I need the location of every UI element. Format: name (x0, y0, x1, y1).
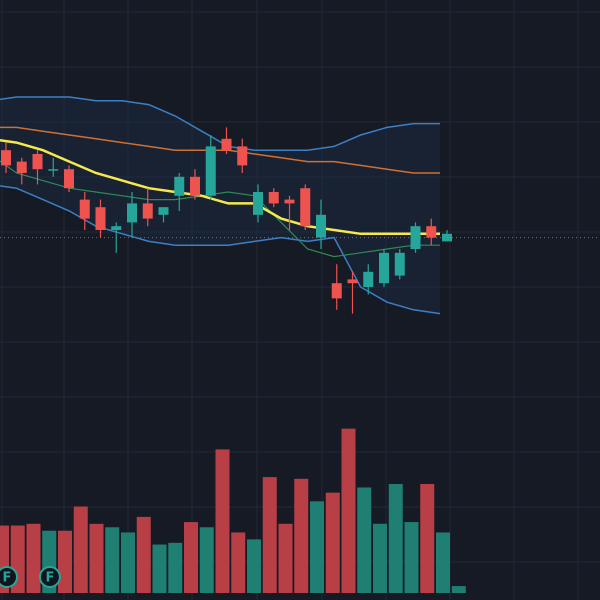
volume-bar[interactable] (436, 532, 450, 593)
volume-bar[interactable] (451, 586, 466, 593)
bollinger-upper-line (0, 96, 440, 151)
volume-bar[interactable] (404, 522, 419, 593)
candle-down[interactable] (16, 161, 27, 173)
volume-bar[interactable] (105, 527, 120, 593)
candle-down[interactable] (237, 146, 248, 166)
candle-down[interactable] (268, 192, 279, 204)
volume-bar[interactable] (357, 487, 372, 593)
earnings-badge[interactable]: F (38, 566, 61, 588)
candle-up[interactable] (174, 176, 185, 196)
volume-bar[interactable] (341, 428, 356, 593)
volume-bar[interactable] (121, 532, 135, 593)
candle-down[interactable] (300, 188, 311, 227)
candle-up[interactable] (363, 271, 374, 287)
candle-up[interactable] (111, 226, 122, 230)
candle-up[interactable] (316, 214, 326, 238)
candle-down[interactable] (426, 226, 437, 238)
earnings-badge-label: F (3, 571, 12, 586)
candle-up[interactable] (410, 226, 421, 249)
candle-down[interactable] (347, 279, 358, 284)
volume-bar[interactable] (136, 516, 151, 593)
volume-bar[interactable] (294, 478, 309, 593)
candle-down[interactable] (79, 199, 90, 219)
candle-up[interactable] (205, 146, 216, 196)
volume-bar[interactable] (325, 492, 340, 593)
volume-bar[interactable] (199, 527, 214, 593)
volume-bar[interactable] (373, 523, 387, 593)
candle-down[interactable] (32, 154, 43, 170)
bollinger-fill (0, 97, 440, 314)
candle-up[interactable] (394, 252, 405, 276)
volume-bar[interactable] (215, 449, 230, 593)
candle-down[interactable] (331, 283, 342, 299)
volume-bar[interactable] (231, 532, 246, 593)
volume-bar[interactable] (247, 539, 261, 593)
candle-down[interactable] (95, 207, 106, 230)
volume-bar[interactable] (388, 484, 403, 593)
candle-down[interactable] (142, 203, 153, 219)
volume-bar[interactable] (278, 523, 293, 593)
volume-bar[interactable] (89, 523, 104, 593)
candle-up[interactable] (379, 252, 389, 284)
candle-down[interactable] (1, 150, 11, 166)
candle-down[interactable] (64, 169, 74, 189)
candle-up[interactable] (442, 233, 452, 242)
volume-bar[interactable] (58, 530, 72, 593)
bollinger-bands (0, 96, 441, 315)
candles[interactable] (1, 127, 452, 314)
candle-down[interactable] (221, 138, 232, 151)
volume-bar[interactable] (310, 501, 324, 593)
earnings-badge[interactable]: F (0, 566, 18, 588)
volume-bar[interactable] (152, 544, 167, 593)
candle-up[interactable] (253, 192, 263, 215)
bollinger-lower-line (0, 185, 441, 315)
volume-bar[interactable] (420, 484, 435, 593)
candle-up[interactable] (127, 203, 137, 223)
candle-down[interactable] (190, 176, 200, 196)
volume-bar[interactable] (26, 523, 41, 593)
earnings-badge-circle (0, 566, 18, 588)
volume-bar[interactable] (262, 477, 277, 593)
earnings-badge-circle (38, 566, 61, 588)
ma-mid-line (0, 138, 440, 236)
volume-bar[interactable] (73, 506, 88, 594)
volume-bar[interactable] (0, 525, 9, 593)
earnings-badge-label: F (45, 571, 54, 586)
candle-up[interactable] (48, 169, 59, 171)
volume-bar[interactable] (168, 542, 183, 593)
candle-down[interactable] (284, 199, 295, 204)
volume-bar[interactable] (184, 522, 198, 593)
volume-bars[interactable] (0, 428, 466, 594)
candle-up[interactable] (158, 207, 169, 215)
